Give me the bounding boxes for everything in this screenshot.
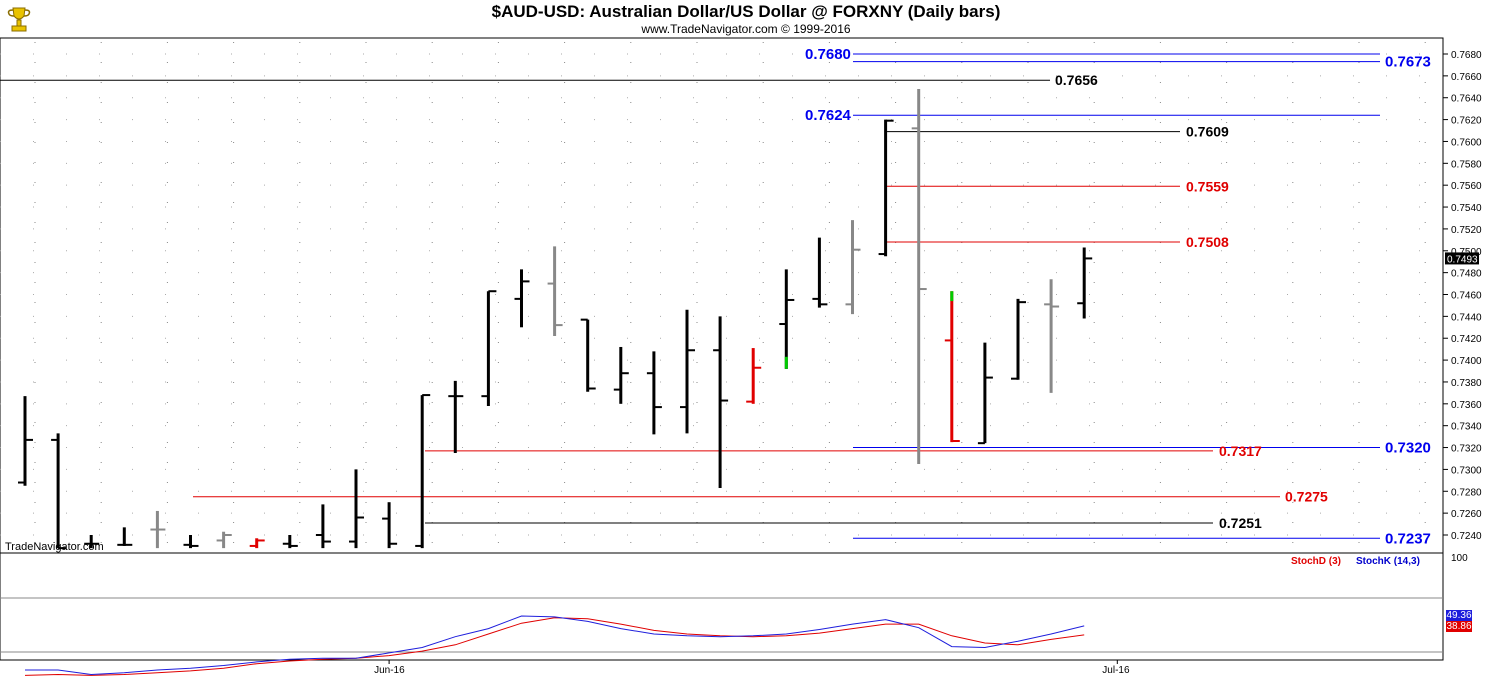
y-tick-label: 0.7560 [1451,181,1482,192]
y-tick-label: 0.7440 [1451,312,1482,323]
chart-title: $AUD-USD: Australian Dollar/US Dollar @ … [491,2,1001,21]
y-tick-label: 0.7360 [1451,400,1482,411]
watermark-text: TradeNavigator.com [5,541,104,553]
level-label: 0.7237 [1385,530,1431,547]
y-tick-label: 0.7240 [1451,531,1482,542]
last-price-box [1445,252,1479,265]
stoch-k-legend: StochK (14,3) [1356,556,1420,567]
trophy-logo-icon[interactable] [4,2,34,34]
y-tick-label: 0.7640 [1451,94,1482,105]
stoch-d-last-value: 38.86 [1446,621,1472,632]
level-label: 0.7320 [1385,440,1431,457]
y-tick-label: 0.7400 [1451,356,1482,367]
y-tick-label: 0.7520 [1451,225,1482,236]
y-tick-label: 0.7620 [1451,116,1482,127]
x-tick-label: Jun-16 [374,665,405,676]
level-label: 0.7251 [1219,515,1262,531]
chart-subtitle: www.TradeNavigator.com © 1999-2016 [641,22,851,36]
y-tick-label: 0.7260 [1451,509,1482,520]
y-tick-label: 0.7320 [1451,444,1482,455]
oscillator-panel-frame [0,552,1444,661]
y-tick-label: 0.7280 [1451,487,1482,498]
level-label: 0.7656 [1055,72,1098,88]
level-label: 0.7680 [805,46,851,63]
y-tick-label: 0.7660 [1451,72,1482,83]
last-price-label: 0.7493 [1447,254,1478,265]
oscillator-100-label: 100 [1451,553,1468,564]
level-label: 0.7275 [1285,489,1328,505]
level-label: 0.7609 [1186,124,1229,140]
y-tick-label: 0.7460 [1451,291,1482,302]
y-tick-label: 0.7420 [1451,334,1482,345]
stoch-k-last-value: 49.36 [1446,610,1472,621]
stoch-d-legend: StochD (3) [1291,556,1341,567]
level-label: 0.7559 [1186,178,1229,194]
y-tick-label: 0.7480 [1451,269,1482,280]
level-label: 0.7673 [1385,54,1431,71]
y-tick-label: 0.7500 [1451,247,1482,258]
level-label: 0.7624 [805,107,852,124]
y-tick-label: 0.7300 [1451,465,1482,476]
level-label: 0.7508 [1186,234,1229,250]
level-label: 0.7317 [1219,443,1262,459]
y-tick-label: 0.7340 [1451,422,1482,433]
y-tick-label: 0.7380 [1451,378,1482,389]
y-tick-label: 0.7600 [1451,137,1482,148]
y-tick-label: 0.7540 [1451,203,1482,214]
x-tick-label: Jul-16 [1102,665,1130,676]
y-tick-label: 0.7580 [1451,159,1482,170]
stoch-d-line [24,617,1085,676]
y-tick-label: 0.7680 [1451,50,1482,61]
stoch-k-line [25,615,1085,676]
